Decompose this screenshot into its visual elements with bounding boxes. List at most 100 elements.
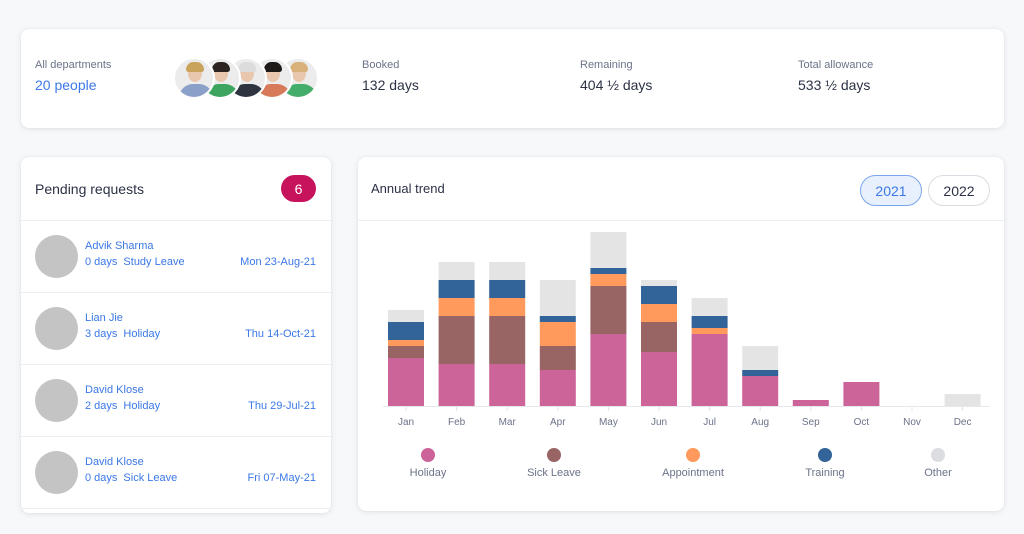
- bar-holiday-mar[interactable]: [489, 364, 526, 406]
- avatar-body: [205, 84, 239, 97]
- bar-other-may[interactable]: [590, 232, 627, 268]
- bar-appointment-jun[interactable]: [641, 304, 677, 322]
- bar-appointment-apr[interactable]: [539, 322, 576, 346]
- booked-stat: Booked 132 days: [362, 59, 419, 93]
- bar-other-feb[interactable]: [438, 262, 475, 280]
- bar-holiday-apr[interactable]: [539, 370, 576, 406]
- bar-other-jun[interactable]: [641, 280, 677, 286]
- bar-holiday-aug[interactable]: [742, 376, 779, 406]
- legend-dot-icon: [686, 448, 700, 462]
- request-days: 0 days: [85, 256, 118, 268]
- request-employee-name[interactable]: Lian Jie: [85, 312, 123, 324]
- booked-label: Booked: [362, 59, 400, 71]
- avatar-hair: [186, 62, 204, 72]
- x-tick-label: Aug: [751, 417, 769, 428]
- bar-other-aug[interactable]: [742, 346, 779, 370]
- bar-appointment-feb[interactable]: [438, 298, 475, 316]
- bar-appointment-jan[interactable]: [388, 340, 424, 346]
- x-tick-label: Sep: [802, 417, 820, 428]
- legend-item-holiday[interactable]: Holiday: [378, 448, 478, 479]
- bar-training-jan[interactable]: [388, 322, 424, 340]
- bar-training-may[interactable]: [590, 268, 627, 274]
- pending-requests-header: Pending requests 6: [21, 157, 331, 221]
- request-row[interactable]: David Klose 2 days Holiday Thu 29-Jul-21: [21, 365, 331, 437]
- allowance-value: 533 ½ days: [798, 77, 871, 93]
- bar-appointment-jul[interactable]: [691, 328, 728, 334]
- x-tick-label: May: [599, 417, 618, 428]
- people-count-link[interactable]: 20 people: [35, 77, 97, 93]
- request-detail: 2 days Holiday: [85, 400, 160, 412]
- booked-value: 132 days: [362, 77, 419, 93]
- legend-dot-icon: [818, 448, 832, 462]
- request-row[interactable]: Lian Jie 3 days Holiday Thu 14-Oct-21: [21, 293, 331, 365]
- annual-trend-chart: Jan Feb Mar Apr May Jun Jul Aug Sep Oct Nov Dec: [383, 232, 990, 428]
- avatar-body: [257, 84, 291, 97]
- bar-sick-leave-mar[interactable]: [489, 316, 526, 364]
- avatar: [173, 57, 215, 99]
- chart-legend: Holiday Sick Leave Appointment Training Othe…: [358, 448, 1004, 488]
- bar-other-dec[interactable]: [944, 394, 981, 406]
- bar-sick-leave-jun[interactable]: [641, 322, 677, 352]
- bar-other-jul[interactable]: [691, 298, 728, 316]
- request-leave-type: Sick Leave: [123, 472, 178, 484]
- bar-training-apr[interactable]: [539, 316, 576, 322]
- avatar-group[interactable]: [173, 57, 319, 101]
- request-row[interactable]: Advik Sharma 0 days Study Leave Mon 23-Aug-…: [21, 221, 331, 293]
- bar-other-mar[interactable]: [489, 262, 526, 280]
- request-date: Thu 29-Jul-21: [248, 400, 316, 412]
- legend-item-sick-leave[interactable]: Sick Leave: [504, 448, 604, 479]
- x-tick-label: Jul: [703, 417, 716, 428]
- request-employee-name[interactable]: David Klose: [85, 456, 144, 468]
- bar-holiday-may[interactable]: [590, 334, 627, 406]
- pending-count-badge: 6: [281, 175, 316, 202]
- legend-label: Other: [924, 467, 952, 479]
- request-avatar: [35, 379, 78, 422]
- legend-label: Sick Leave: [527, 467, 581, 479]
- avatar-hair: [212, 62, 230, 72]
- avatar-body: [283, 84, 317, 97]
- bar-holiday-jul[interactable]: [691, 334, 728, 406]
- avatar-body: [179, 84, 213, 97]
- request-detail: 3 days Holiday: [85, 328, 160, 340]
- x-tick-label: Jun: [651, 417, 667, 428]
- request-employee-name[interactable]: David Klose: [85, 384, 144, 396]
- bar-training-aug[interactable]: [742, 370, 779, 376]
- bar-holiday-oct[interactable]: [843, 382, 880, 406]
- bar-training-mar[interactable]: [489, 280, 526, 298]
- request-avatar: [35, 235, 78, 278]
- request-avatar: [35, 307, 78, 350]
- bar-appointment-may[interactable]: [590, 274, 627, 286]
- bar-other-apr[interactable]: [539, 280, 576, 316]
- bar-holiday-jan[interactable]: [388, 358, 424, 406]
- legend-dot-icon: [421, 448, 435, 462]
- x-tick-label: Nov: [903, 417, 921, 428]
- bar-holiday-jun[interactable]: [641, 352, 677, 406]
- bar-training-jul[interactable]: [691, 316, 728, 328]
- request-employee-name[interactable]: Advik Sharma: [85, 240, 154, 252]
- legend-item-training[interactable]: Training: [775, 448, 875, 479]
- bar-training-feb[interactable]: [438, 280, 475, 298]
- request-detail: 0 days Sick Leave: [85, 472, 177, 484]
- bar-sick-leave-feb[interactable]: [438, 316, 475, 364]
- legend-label: Holiday: [409, 467, 447, 479]
- legend-item-other[interactable]: Other: [888, 448, 988, 479]
- legend-label: Training: [805, 467, 845, 479]
- year-2021-button[interactable]: 2021: [860, 175, 922, 206]
- bar-sick-leave-jan[interactable]: [388, 346, 424, 358]
- bar-sick-leave-apr[interactable]: [539, 346, 576, 370]
- bar-other-jan[interactable]: [388, 310, 424, 322]
- bar-sick-leave-may[interactable]: [590, 286, 627, 334]
- bar-holiday-feb[interactable]: [438, 364, 475, 406]
- year-2022-button[interactable]: 2022: [928, 175, 990, 206]
- bar-holiday-sep[interactable]: [792, 400, 829, 406]
- allowance-stat: Total allowance 533 ½ days: [798, 59, 873, 93]
- legend-item-appointment[interactable]: Appointment: [643, 448, 743, 479]
- request-avatar: [35, 451, 78, 494]
- avatar-hair: [290, 62, 308, 72]
- legend-dot-icon: [547, 448, 561, 462]
- x-tick-label: Oct: [854, 417, 870, 428]
- request-row[interactable]: David Klose 0 days Sick Leave Fri 07-May-21: [21, 437, 331, 509]
- request-leave-type: Study Leave: [123, 256, 185, 268]
- bar-appointment-mar[interactable]: [489, 298, 526, 316]
- bar-training-jun[interactable]: [641, 286, 677, 304]
